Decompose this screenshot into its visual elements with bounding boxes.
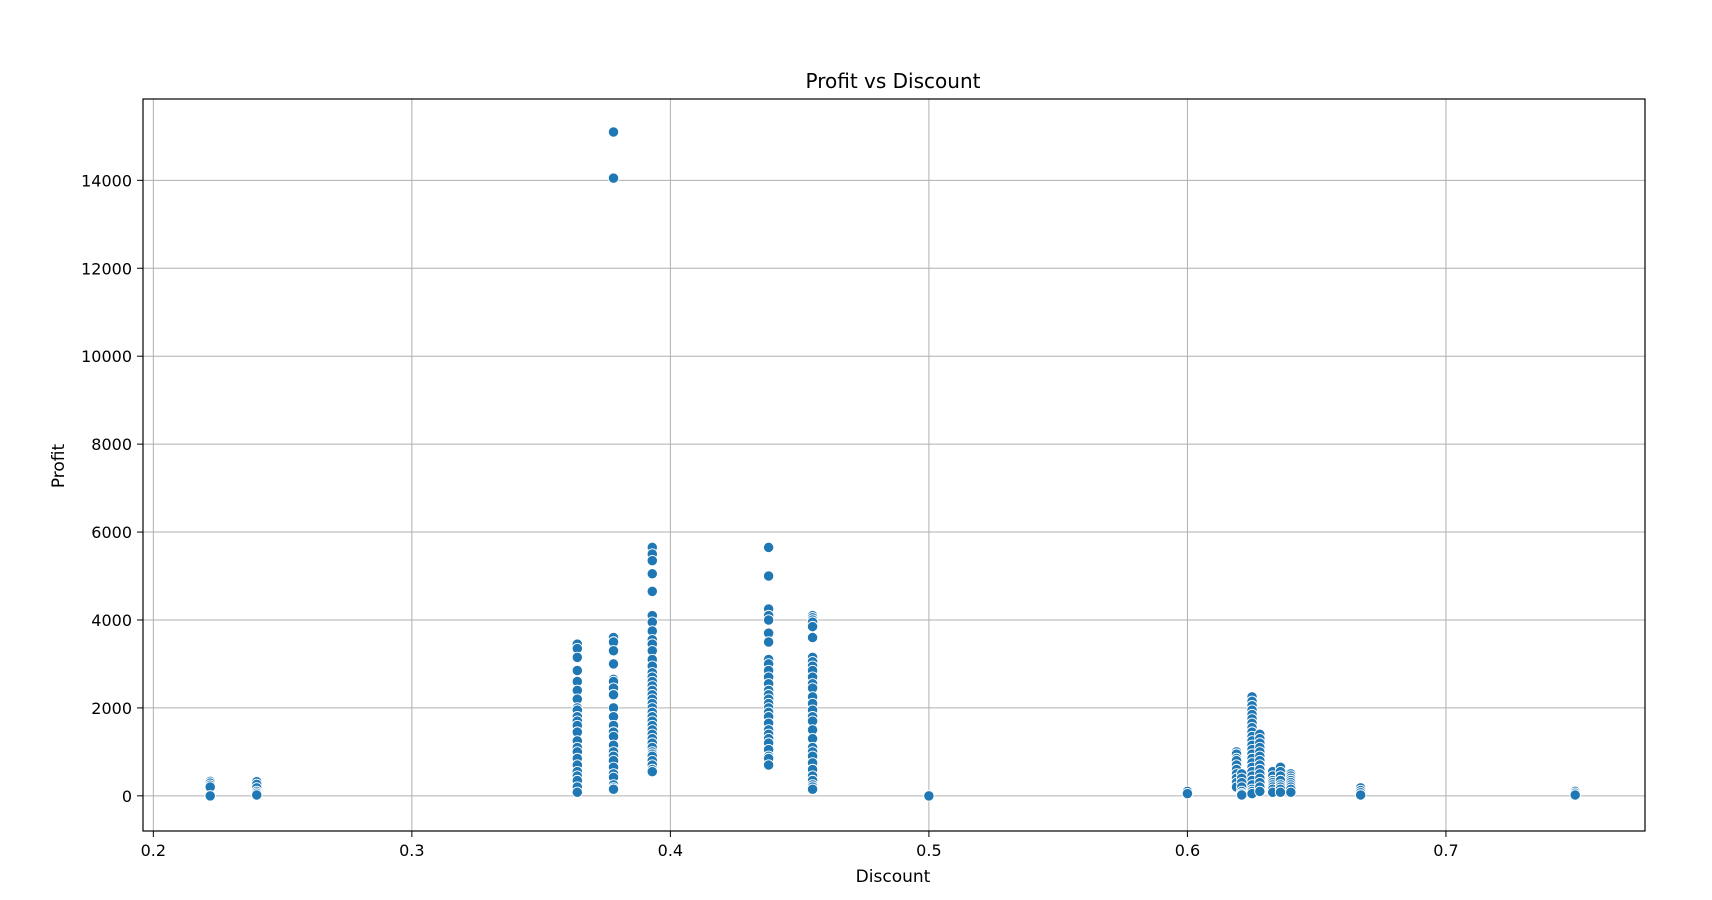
scatter-point	[607, 126, 620, 138]
scatter-point	[806, 620, 819, 633]
y-tick-label: 6000	[91, 523, 132, 542]
scatter-point	[607, 645, 620, 657]
y-tick-label: 4000	[91, 611, 132, 630]
y-tick-label: 8000	[91, 435, 132, 454]
grid-layer	[143, 99, 1645, 831]
y-tick-label: 12000	[81, 259, 132, 278]
scatter-point	[607, 172, 620, 184]
scatter-point	[1236, 789, 1248, 801]
scatter-point	[806, 783, 819, 795]
x-axis-label: Discount	[856, 867, 931, 887]
plot-frame	[142, 98, 1646, 832]
x-tick-label: 0.7	[1433, 841, 1458, 860]
y-tick-label: 0	[122, 787, 132, 806]
x-tick-label: 0.2	[141, 841, 166, 860]
x-tick-label: 0.4	[658, 841, 683, 860]
y-tick-label: 14000	[81, 171, 132, 190]
y-tick-label: 2000	[91, 699, 132, 718]
scatter-point	[646, 554, 658, 567]
scatter-point	[1254, 785, 1266, 798]
chart-title: Profit vs Discount	[806, 69, 981, 93]
y-tick-label: 10000	[81, 347, 132, 366]
scatter-point	[762, 614, 775, 626]
scatter-point	[1285, 786, 1297, 798]
scatter-point	[607, 658, 620, 670]
scatter-point	[571, 786, 583, 798]
scatter-point	[762, 636, 775, 648]
y-axis-ticks: 0 2000 4000 6000 8000 10000 12000 14000	[81, 171, 143, 806]
scatter-point	[1274, 786, 1287, 798]
x-tick-label: 0.5	[916, 841, 941, 860]
scatter-point	[1181, 787, 1194, 800]
scatter-point	[571, 664, 583, 677]
scatter-point	[607, 689, 620, 701]
y-axis-label: Profit	[49, 443, 69, 488]
scatter-point	[923, 790, 935, 802]
scatter-point	[646, 568, 658, 580]
scatter-point	[646, 765, 658, 778]
scatter-point	[762, 570, 775, 582]
x-tick-label: 0.3	[399, 841, 424, 860]
scatter-point	[762, 759, 775, 771]
x-tick-label: 0.6	[1175, 841, 1200, 860]
scatter-point	[204, 790, 216, 802]
scatter-point	[251, 789, 263, 801]
scatter-point	[607, 783, 620, 795]
scatter-point	[646, 585, 658, 598]
scatter-point	[1354, 789, 1367, 801]
scatter-point	[762, 541, 775, 554]
x-axis-ticks: 0.2 0.3 0.4 0.5 0.6 0.7	[141, 831, 1459, 860]
scatter-point	[806, 631, 819, 644]
scatter-point	[571, 651, 583, 663]
points-layer	[204, 126, 1581, 802]
scatter-point	[1569, 789, 1581, 801]
